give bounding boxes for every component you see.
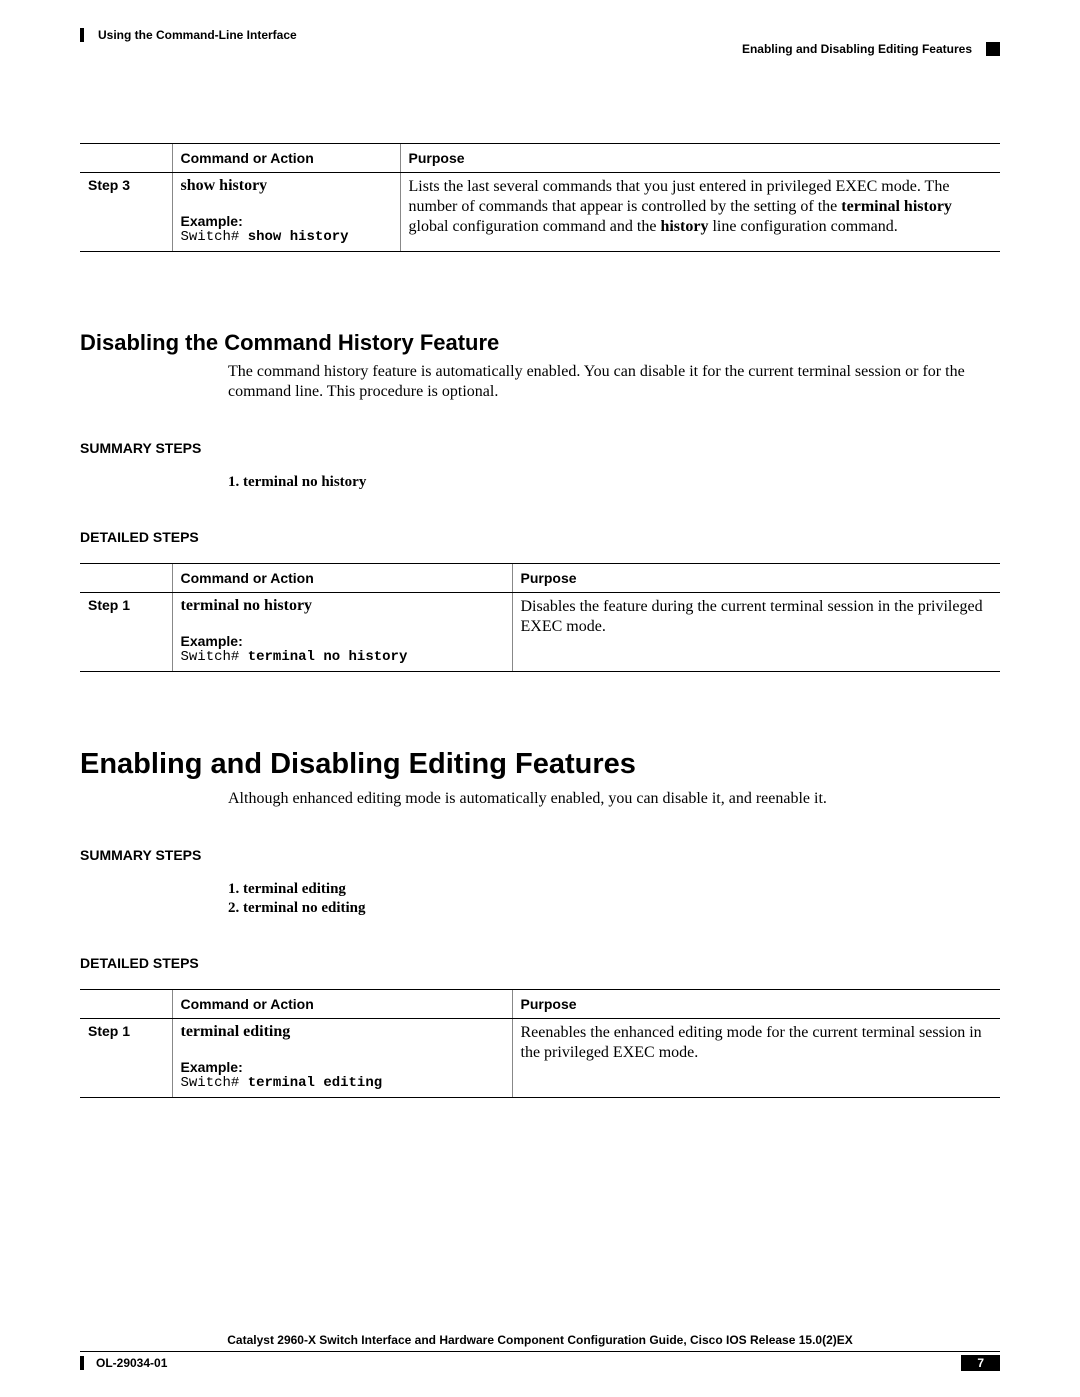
- example-code: Switch# terminal editing: [181, 1075, 504, 1091]
- table-row: Step 1 terminal no history Example: Swit…: [80, 593, 1000, 672]
- header-chapter: Using the Command-Line Interface: [98, 28, 297, 42]
- page-number: 7: [961, 1355, 1000, 1371]
- footer-rule: [80, 1351, 1000, 1352]
- purpose-cell: Disables the feature during the current …: [512, 593, 1000, 672]
- step-label: Step 3: [88, 177, 130, 193]
- code-prompt: Switch#: [181, 229, 248, 245]
- purpose-header: Purpose: [512, 990, 1000, 1019]
- summary-steps-label-2: SUMMARY STEPS: [80, 847, 1000, 863]
- command-text: show history: [181, 177, 392, 195]
- heading-disabling-history: Disabling the Command History Feature: [80, 330, 1000, 356]
- example-code: Switch# terminal no history: [181, 649, 504, 665]
- cmd-header: Command or Action: [172, 564, 512, 593]
- code-cmd: terminal editing: [248, 1075, 382, 1091]
- summary-list-1: 1. terminal no history: [228, 474, 1000, 491]
- step-cell: Step 3: [80, 173, 172, 252]
- table-header-row: Command or Action Purpose: [80, 990, 1000, 1019]
- command-cell: show history Example: Switch# show histo…: [172, 173, 400, 252]
- header-section-row: Enabling and Disabling Editing Features: [80, 42, 1000, 56]
- purpose-header: Purpose: [512, 564, 1000, 593]
- purpose-b1: terminal history: [841, 198, 952, 215]
- purpose-text: Reenables the enhanced editing mode for …: [521, 1024, 982, 1061]
- detailed-steps-label-2: DETAILED STEPS: [80, 955, 1000, 971]
- table-header-row: Command or Action Purpose: [80, 564, 1000, 593]
- code-cmd: show history: [248, 229, 349, 245]
- step-label: Step 1: [88, 1023, 130, 1039]
- table-row: Step 3 show history Example: Switch# sho…: [80, 173, 1000, 252]
- blank-header: [80, 564, 172, 593]
- example-label: Example:: [181, 213, 392, 229]
- purpose-text-mid: global configuration command and the: [409, 218, 661, 235]
- summary-item: 1. terminal no history: [228, 474, 1000, 491]
- body-editing-features: Although enhanced editing mode is automa…: [228, 789, 1000, 809]
- header-block-icon: [986, 42, 1000, 56]
- steps-table-1: Command or Action Purpose Step 3 show hi…: [80, 143, 1000, 252]
- content: Command or Action Purpose Step 3 show hi…: [80, 143, 1000, 1098]
- cmd-header: Command or Action: [172, 144, 400, 173]
- page-footer: Catalyst 2960-X Switch Interface and Har…: [80, 1333, 1000, 1371]
- code-prompt: Switch#: [181, 649, 248, 665]
- footer-row: OL-29034-01 7: [80, 1355, 1000, 1371]
- step-cell: Step 1: [80, 1019, 172, 1098]
- command-cell: terminal editing Example: Switch# termin…: [172, 1019, 512, 1098]
- steps-table-3: Command or Action Purpose Step 1 termina…: [80, 989, 1000, 1098]
- command-text: terminal no history: [181, 597, 504, 615]
- header-section: Enabling and Disabling Editing Features: [742, 42, 972, 56]
- summary-item: 2. terminal no editing: [228, 900, 1000, 917]
- command-cell: terminal no history Example: Switch# ter…: [172, 593, 512, 672]
- blank-header: [80, 144, 172, 173]
- command-text: terminal editing: [181, 1023, 504, 1041]
- example-label: Example:: [181, 1059, 504, 1075]
- step-label: Step 1: [88, 597, 130, 613]
- footer-left: OL-29034-01: [80, 1356, 167, 1370]
- blank-header: [80, 990, 172, 1019]
- steps-table-2: Command or Action Purpose Step 1 termina…: [80, 563, 1000, 672]
- detailed-steps-label-1: DETAILED STEPS: [80, 529, 1000, 545]
- table-header-row: Command or Action Purpose: [80, 144, 1000, 173]
- footer-doc-title: Catalyst 2960-X Switch Interface and Har…: [80, 1333, 1000, 1347]
- table-row: Step 1 terminal editing Example: Switch#…: [80, 1019, 1000, 1098]
- page-header: Using the Command-Line Interface Enablin…: [80, 28, 1000, 58]
- purpose-header: Purpose: [400, 144, 1000, 173]
- purpose-b2: history: [660, 218, 708, 235]
- footer-doc-id: OL-29034-01: [96, 1356, 167, 1370]
- purpose-cell: Lists the last several commands that you…: [400, 173, 1000, 252]
- header-chapter-row: Using the Command-Line Interface: [80, 28, 1000, 42]
- purpose-text-post: line configuration command.: [708, 218, 897, 235]
- cmd-header: Command or Action: [172, 990, 512, 1019]
- summary-steps-label-1: SUMMARY STEPS: [80, 440, 1000, 456]
- purpose-text: Disables the feature during the current …: [521, 598, 983, 635]
- page: Using the Command-Line Interface Enablin…: [0, 0, 1080, 1397]
- summary-list-2: 1. terminal editing 2. terminal no editi…: [228, 881, 1000, 917]
- heading-editing-features: Enabling and Disabling Editing Features: [80, 748, 1000, 781]
- example-code: Switch# show history: [181, 229, 392, 245]
- purpose-cell: Reenables the enhanced editing mode for …: [512, 1019, 1000, 1098]
- body-disabling-history: The command history feature is automatic…: [228, 362, 1000, 402]
- code-prompt: Switch#: [181, 1075, 248, 1091]
- summary-item: 1. terminal editing: [228, 881, 1000, 898]
- footer-bar-icon: [80, 1356, 84, 1370]
- header-bar-icon: [80, 28, 84, 42]
- code-cmd: terminal no history: [248, 649, 408, 665]
- step-cell: Step 1: [80, 593, 172, 672]
- example-label: Example:: [181, 633, 504, 649]
